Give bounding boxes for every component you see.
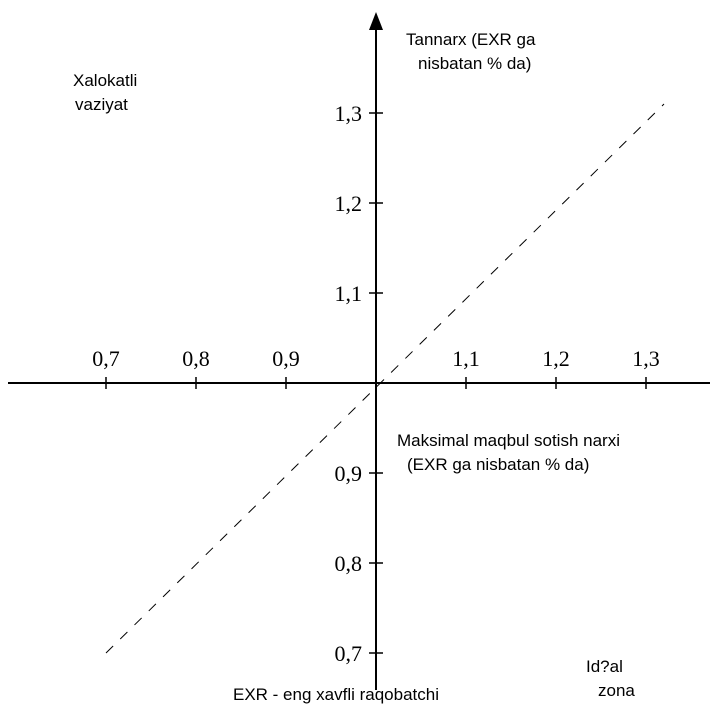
- y-tick-label: 1,1: [335, 281, 363, 306]
- x-tick-label: 0,7: [92, 346, 120, 371]
- x-axis-label-line2: (EXR ga nisbatan % da): [407, 455, 589, 474]
- y-axis-ticks: 1,3 1,2 1,1 0,9 0,8 0,7: [335, 101, 383, 666]
- x-tick-label: 1,3: [632, 346, 660, 371]
- x-axis-ticks: 0,7 0,8 0,9 1,1 1,2 1,3: [92, 346, 660, 389]
- y-tick-label: 0,8: [335, 551, 363, 576]
- ideal-zone-label-line2: zona: [598, 681, 635, 700]
- danger-zone-label-line2: vaziyat: [75, 95, 128, 114]
- diagonal-dashed-line: [105, 103, 665, 654]
- y-axis-label-line2: nisbatan % da): [418, 54, 531, 73]
- ideal-zone-label-line1: Id?al: [586, 657, 623, 676]
- footnote-text: EXR - eng xavfli raqobatchi: [233, 685, 439, 704]
- y-tick-label: 1,2: [335, 191, 363, 216]
- y-tick-label: 0,7: [335, 641, 363, 666]
- x-tick-label: 0,9: [272, 346, 300, 371]
- x-tick-label: 0,8: [182, 346, 210, 371]
- y-axis-label-line1: Tannarx (EXR ga: [406, 30, 536, 49]
- danger-zone-label-line1: Xalokatli: [73, 71, 137, 90]
- y-axis-arrowhead: [369, 12, 383, 30]
- y-tick-label: 0,9: [335, 461, 363, 486]
- x-tick-label: 1,1: [452, 346, 480, 371]
- x-axis-label-line1: Maksimal maqbul sotish narxi: [397, 431, 620, 450]
- y-tick-label: 1,3: [335, 101, 363, 126]
- x-tick-label: 1,2: [542, 346, 570, 371]
